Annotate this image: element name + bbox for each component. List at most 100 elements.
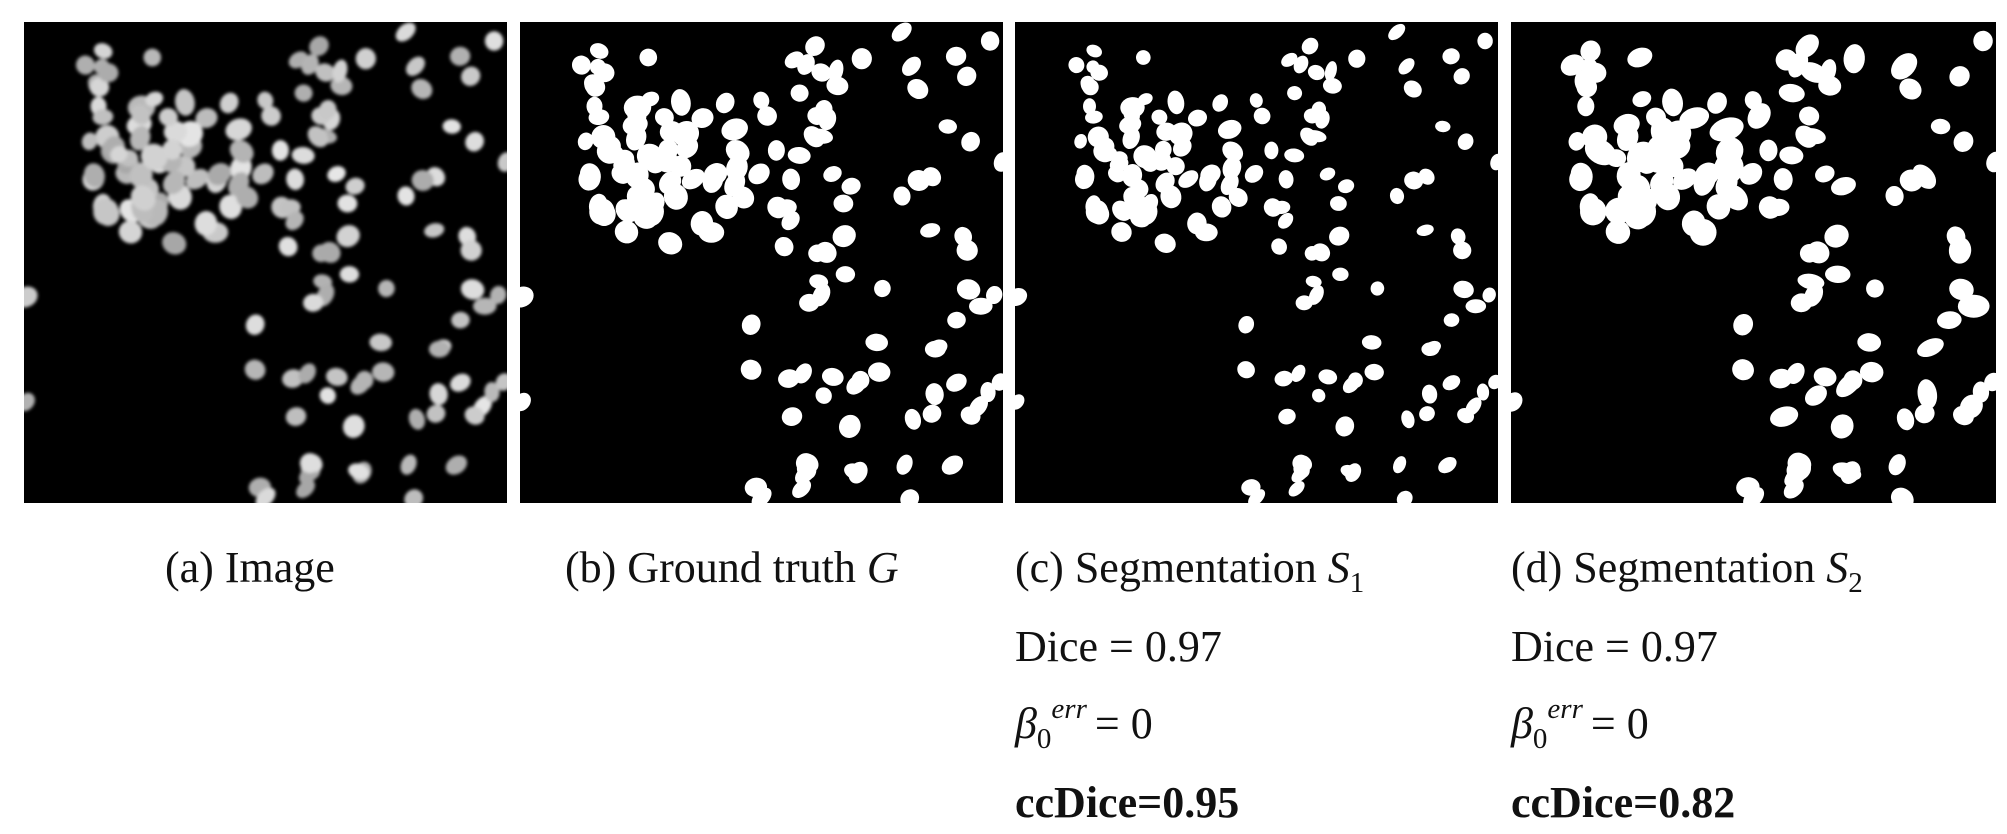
nucleus: [945, 46, 967, 66]
nucleus: [282, 369, 304, 388]
nucleus: [261, 106, 281, 126]
beta-sup-c: err: [1051, 693, 1087, 725]
caption-b-text: (b) Ground truth: [565, 543, 856, 592]
nucleus: [342, 414, 365, 438]
nucleus: [1973, 30, 1993, 52]
nucleus: [732, 186, 755, 209]
nucleus: [162, 232, 187, 255]
nucleus: [1396, 490, 1413, 503]
dice-c: Dice = 0.97: [1015, 622, 1222, 671]
ground-truth-mask: [520, 22, 1003, 503]
nucleus: [1421, 384, 1438, 404]
nucleus: [219, 92, 239, 114]
nucleus: [1248, 489, 1266, 503]
betti-error-d: β0err = 0: [1511, 678, 1863, 771]
nucleus: [490, 285, 507, 305]
nucleus: [1249, 93, 1263, 108]
nucleus: [799, 293, 820, 312]
nucleus: [925, 383, 944, 406]
nucleus: [1890, 487, 1914, 503]
nucleus: [309, 36, 329, 56]
nucleus: [1770, 406, 1799, 427]
nucleus: [252, 163, 274, 185]
nucleus: [1086, 44, 1102, 58]
caption-d-text: (d) Segmentation: [1511, 543, 1816, 592]
caption-d: (d) Segmentation S2 Dice = 0.97 β0err = 0…: [1511, 536, 1863, 834]
nucleus: [1312, 388, 1326, 403]
nucleus: [1319, 167, 1336, 181]
nucleus: [1824, 224, 1849, 248]
nucleus: [1154, 140, 1172, 159]
nucleus: [891, 22, 912, 42]
nucleus: [1597, 145, 1616, 164]
nucleus: [93, 198, 119, 225]
nucleus: [1511, 392, 1523, 412]
nucleus: [1800, 62, 1827, 83]
nucleus: [1178, 170, 1199, 188]
caption-a: (a) Image: [165, 536, 335, 599]
nucleus: [1888, 454, 1906, 476]
nucleus: [1187, 212, 1207, 235]
nucleus: [93, 43, 113, 59]
nucleus: [1681, 210, 1706, 237]
nucleus: [1137, 93, 1153, 106]
nucleus: [1348, 49, 1366, 68]
nucleus: [1217, 119, 1242, 139]
nucleus: [941, 455, 964, 475]
nucleus: [461, 66, 481, 86]
nucleus: [225, 118, 252, 141]
nucleus: [319, 241, 341, 263]
nucleus: [1806, 241, 1830, 264]
nucleus: [1074, 133, 1087, 149]
nucleus: [778, 369, 800, 388]
nucleus: [659, 170, 682, 195]
nucleus: [792, 479, 812, 499]
caption-c-symbol: S: [1327, 543, 1350, 592]
nucleus: [626, 185, 652, 211]
nucleus: [145, 91, 164, 107]
nucleus: [299, 453, 320, 474]
nucleus: [748, 163, 770, 185]
nucleus: [1264, 141, 1279, 160]
nucleus: [1278, 170, 1294, 189]
nucleus: [782, 168, 801, 190]
nucleus: [725, 139, 750, 163]
nucleus: [751, 487, 772, 503]
nucleus: [1453, 241, 1472, 260]
nucleus: [1560, 54, 1585, 76]
nucleus: [1778, 83, 1805, 103]
nucleus: [81, 132, 98, 151]
nucleus: [465, 131, 484, 152]
nucleus: [83, 163, 105, 188]
caption-c-text: (c) Segmentation: [1015, 543, 1317, 592]
nucleus: [408, 408, 426, 430]
nucleus: [1324, 61, 1337, 82]
nucleus: [579, 163, 601, 188]
nucleus: [298, 363, 316, 384]
nucleus: [1293, 55, 1309, 74]
nucleus: [823, 166, 842, 182]
nucleus: [947, 311, 966, 329]
nucleus: [1274, 370, 1294, 387]
nucleus: [577, 132, 594, 151]
nucleus: [1388, 23, 1406, 41]
nucleus: [236, 186, 259, 209]
nucleus: [896, 454, 913, 475]
nucleus: [1957, 294, 1990, 318]
nucleus: [1477, 32, 1493, 50]
nucleus: [1831, 177, 1856, 196]
nucleus: [257, 91, 274, 110]
nucleus: [460, 279, 485, 300]
nucleus: [411, 78, 433, 100]
nucleus: [922, 404, 942, 423]
nucleus: [1301, 37, 1319, 55]
nucleus: [1111, 222, 1132, 242]
ground-truth-panel: [520, 22, 1003, 503]
nucleus: [1732, 359, 1754, 381]
nucleus: [1815, 165, 1835, 183]
nucleus: [1885, 185, 1904, 207]
nucleus: [339, 266, 360, 283]
nucleus: [715, 92, 735, 114]
nucleus: [957, 66, 977, 86]
nucleus: [571, 55, 591, 75]
